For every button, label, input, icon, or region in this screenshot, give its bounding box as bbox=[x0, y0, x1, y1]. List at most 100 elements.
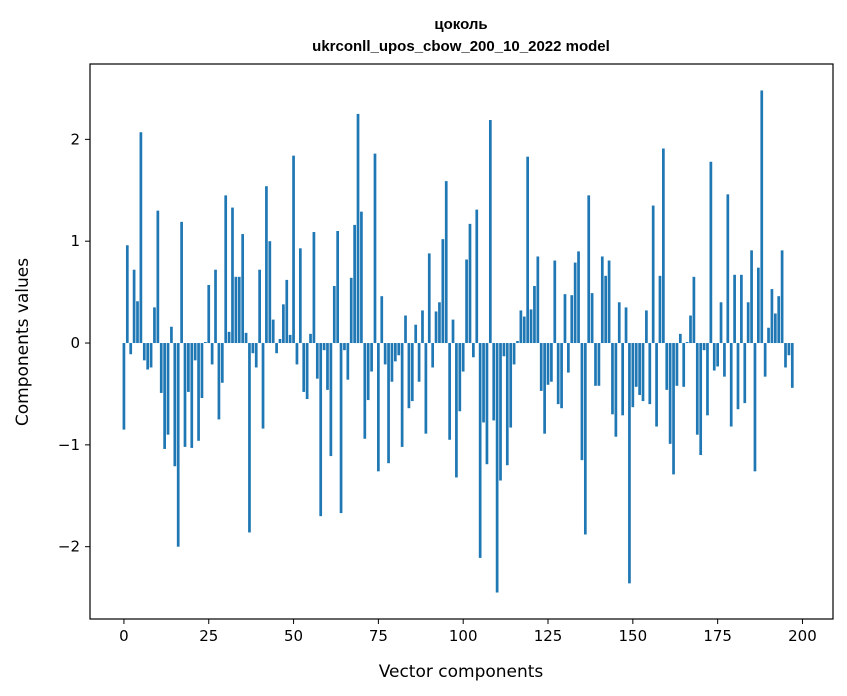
bar bbox=[750, 250, 753, 344]
y-tick-label: −2 bbox=[58, 538, 80, 556]
bar bbox=[740, 274, 743, 344]
bar bbox=[746, 302, 750, 344]
bar bbox=[166, 343, 170, 435]
bar bbox=[336, 231, 340, 344]
bar bbox=[136, 301, 139, 344]
bar bbox=[651, 205, 655, 344]
bar bbox=[665, 343, 669, 390]
bar bbox=[699, 343, 703, 456]
bar bbox=[210, 343, 214, 365]
bar bbox=[553, 260, 557, 344]
bar bbox=[617, 302, 621, 344]
bar bbox=[614, 343, 618, 437]
bar bbox=[767, 327, 770, 344]
bar bbox=[295, 343, 299, 365]
bar bbox=[733, 274, 736, 344]
bar bbox=[203, 342, 207, 344]
bar bbox=[444, 181, 448, 344]
bar bbox=[397, 343, 401, 356]
bar bbox=[197, 343, 200, 441]
bar bbox=[533, 286, 536, 344]
bar bbox=[682, 343, 686, 387]
bar bbox=[567, 343, 570, 373]
bar bbox=[536, 256, 540, 344]
bar bbox=[499, 343, 502, 481]
x-tick-label: 100 bbox=[449, 627, 478, 645]
bar bbox=[787, 343, 791, 356]
bar bbox=[729, 343, 733, 427]
bar bbox=[522, 316, 526, 344]
bar bbox=[407, 343, 411, 409]
bar bbox=[672, 343, 675, 475]
bar bbox=[326, 343, 329, 390]
bar bbox=[611, 343, 614, 415]
bar bbox=[268, 241, 272, 344]
bar bbox=[129, 343, 133, 355]
bar bbox=[275, 343, 278, 354]
bar bbox=[343, 343, 346, 351]
bar bbox=[156, 210, 160, 344]
bar bbox=[570, 295, 574, 344]
bar bbox=[400, 343, 404, 447]
bar bbox=[634, 343, 638, 387]
bar bbox=[495, 343, 499, 593]
bar bbox=[712, 343, 716, 371]
bar bbox=[790, 343, 794, 388]
bar bbox=[410, 343, 414, 402]
bar bbox=[526, 156, 530, 344]
bar bbox=[282, 304, 285, 344]
bar bbox=[577, 251, 580, 344]
bar bbox=[146, 343, 150, 370]
bar bbox=[244, 332, 248, 344]
bar bbox=[153, 307, 156, 344]
bar bbox=[227, 331, 231, 344]
bar bbox=[353, 224, 356, 344]
bar bbox=[139, 132, 143, 344]
bar bbox=[716, 343, 719, 367]
bar bbox=[455, 343, 458, 478]
chart-subtitle: ukrconll_upos_cbow_200_10_2022 model bbox=[312, 38, 610, 55]
bar bbox=[587, 195, 591, 344]
bar bbox=[159, 343, 163, 393]
bar bbox=[176, 343, 180, 547]
bar bbox=[149, 343, 153, 368]
bar bbox=[580, 343, 584, 461]
bar bbox=[417, 343, 421, 382]
bar bbox=[695, 343, 699, 435]
x-tick-label: 25 bbox=[199, 627, 218, 645]
bar bbox=[516, 340, 519, 344]
bar bbox=[125, 245, 129, 344]
x-axis-label: Vector components bbox=[379, 662, 544, 682]
bar bbox=[784, 343, 787, 368]
bar bbox=[292, 155, 295, 344]
x-tick-label: 175 bbox=[703, 627, 732, 645]
bar bbox=[319, 343, 323, 517]
bar bbox=[519, 310, 523, 344]
bar bbox=[370, 343, 373, 372]
bar bbox=[529, 309, 533, 344]
bar bbox=[539, 343, 543, 391]
bar bbox=[675, 343, 679, 386]
x-axis-ticks: 0 25 50 75 100 125 150 175 200 bbox=[119, 619, 817, 645]
plot-frame bbox=[89, 63, 834, 620]
bar bbox=[288, 334, 292, 344]
bar bbox=[265, 186, 268, 344]
bar bbox=[573, 262, 577, 344]
bar bbox=[187, 343, 190, 392]
bar bbox=[377, 343, 380, 472]
bar bbox=[414, 324, 418, 344]
bar bbox=[678, 333, 682, 344]
y-tick-label: −1 bbox=[58, 436, 80, 454]
bar bbox=[458, 343, 462, 412]
bar bbox=[726, 194, 730, 344]
bar bbox=[183, 343, 187, 447]
bar bbox=[757, 267, 760, 344]
bar bbox=[648, 343, 652, 405]
bar bbox=[173, 343, 177, 467]
bar bbox=[278, 338, 282, 344]
bar bbox=[434, 311, 438, 344]
bar bbox=[485, 343, 489, 465]
x-tick-label: 125 bbox=[534, 627, 563, 645]
bar bbox=[346, 343, 350, 380]
